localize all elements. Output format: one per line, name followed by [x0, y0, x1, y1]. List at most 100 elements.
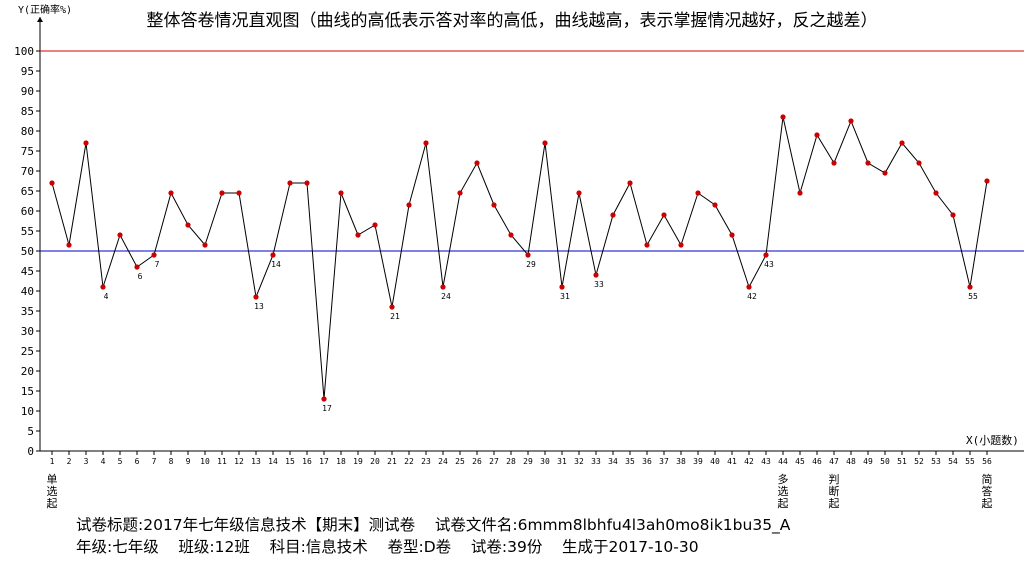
data-point	[559, 284, 565, 290]
series-line	[51, 116, 988, 400]
data-point	[610, 212, 616, 218]
y-tick-label: 50	[21, 245, 34, 258]
y-tick-label: 45	[21, 265, 34, 278]
x-tick-label: 38	[676, 457, 686, 466]
x-tick-label: 12	[234, 457, 244, 466]
data-point	[321, 396, 327, 402]
x-tick-label: 15	[285, 457, 295, 466]
data-point	[967, 284, 973, 290]
data-point	[236, 190, 242, 196]
x-axis-label: X(小题数)	[966, 434, 1019, 447]
x-tick-label: 29	[523, 457, 533, 466]
x-tick-label: 13	[251, 457, 261, 466]
data-point	[66, 242, 72, 248]
x-tick-label: 27	[489, 457, 499, 466]
data-point	[933, 190, 939, 196]
data-point	[304, 180, 310, 186]
x-tick-label: 40	[710, 457, 720, 466]
x-tick-label: 42	[744, 457, 754, 466]
chart-title: 整体答卷情况直观图（曲线的高低表示答对率的高低，曲线越高，表示掌握情况越好，反之…	[146, 11, 878, 31]
y-tick-label: 40	[21, 285, 34, 298]
exam-title-info: 试卷标题:2017年七年级信息技术【期末】测试卷 试卷文件名:6mmm8lbhf…	[76, 516, 791, 534]
data-point	[797, 190, 803, 196]
data-point	[202, 242, 208, 248]
x-tick-label: 22	[404, 457, 414, 466]
x-tick-label: 34	[608, 457, 618, 466]
y-tick-label: 25	[21, 345, 34, 358]
x-tick-label: 37	[659, 457, 669, 466]
x-tick-label: 16	[302, 457, 312, 466]
data-point	[100, 284, 106, 290]
point-label: 6	[138, 272, 143, 281]
point-label: 55	[968, 292, 978, 301]
data-point	[882, 170, 888, 176]
data-point	[916, 160, 922, 166]
data-point	[338, 190, 344, 196]
point-label: 24	[441, 292, 451, 301]
data-point	[984, 178, 990, 184]
section-marker-label: 多选起	[778, 472, 789, 510]
x-tick-label: 23	[421, 457, 431, 466]
data-point	[117, 232, 123, 238]
data-point	[406, 202, 412, 208]
axes-layer: 0510152025303540455055606570758085909510…	[14, 3, 1024, 466]
y-tick-label: 15	[21, 385, 34, 398]
x-tick-label: 36	[642, 457, 652, 466]
x-tick-label: 10	[200, 457, 210, 466]
y-tick-label: 95	[21, 65, 34, 78]
x-tick-label: 24	[438, 457, 448, 466]
data-point	[270, 252, 276, 258]
data-point	[576, 190, 582, 196]
data-point	[763, 252, 769, 258]
y-tick-label: 20	[21, 365, 34, 378]
reference-lines-layer	[40, 50, 1024, 252]
data-point	[814, 132, 820, 138]
data-point	[185, 222, 191, 228]
x-tick-label: 44	[778, 457, 788, 466]
x-tick-label: 3	[84, 457, 89, 466]
data-point	[457, 190, 463, 196]
x-tick-label: 21	[387, 457, 397, 466]
x-tick-label: 2	[67, 457, 72, 466]
x-tick-label: 50	[880, 457, 890, 466]
data-point	[865, 160, 871, 166]
data-point	[474, 160, 480, 166]
y-tick-label: 0	[27, 445, 34, 458]
point-label: 17	[322, 404, 332, 413]
x-tick-label: 20	[370, 457, 380, 466]
x-tick-label: 6	[135, 457, 140, 466]
data-point	[491, 202, 497, 208]
x-tick-label: 17	[319, 457, 329, 466]
y-tick-label: 80	[21, 125, 34, 138]
y-tick-label: 35	[21, 305, 34, 318]
data-point	[644, 242, 650, 248]
data-point	[83, 140, 89, 146]
x-tick-label: 54	[948, 457, 958, 466]
series-layer	[49, 114, 990, 402]
x-tick-label: 11	[217, 457, 227, 466]
point-label: 42	[747, 292, 757, 301]
x-tick-label: 31	[557, 457, 567, 466]
point-label: 7	[155, 260, 160, 269]
x-tick-label: 56	[982, 457, 992, 466]
x-tick-label: 9	[186, 457, 191, 466]
data-point	[542, 140, 548, 146]
section-marker-label: 简答起	[982, 472, 993, 510]
x-tick-label: 49	[863, 457, 873, 466]
x-tick-label: 52	[914, 457, 924, 466]
x-tick-label: 41	[727, 457, 737, 466]
y-tick-label: 85	[21, 105, 34, 118]
data-point	[355, 232, 361, 238]
data-point	[899, 140, 905, 146]
x-tick-label: 19	[353, 457, 363, 466]
data-point	[508, 232, 514, 238]
x-tick-label: 35	[625, 457, 635, 466]
data-point	[423, 140, 429, 146]
data-point	[712, 202, 718, 208]
y-tick-label: 75	[21, 145, 34, 158]
data-point	[593, 272, 599, 278]
point-label: 4	[104, 292, 109, 301]
y-tick-label: 10	[21, 405, 34, 418]
x-tick-label: 18	[336, 457, 346, 466]
